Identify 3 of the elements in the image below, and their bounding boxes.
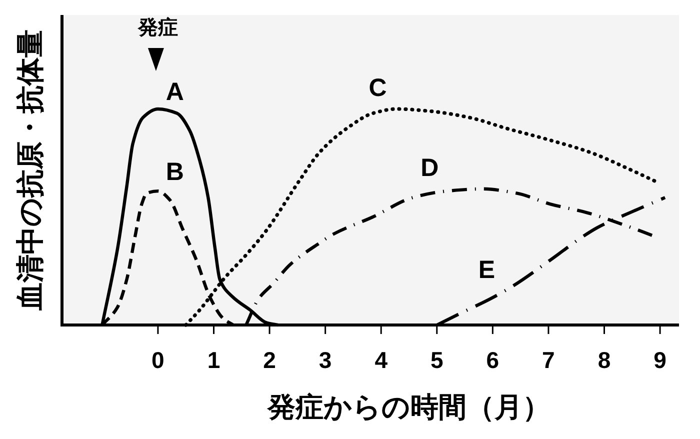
ylabel: 血清中の抗原・抗体量 bbox=[14, 30, 46, 310]
xlabel: 発症からの時間（月） bbox=[268, 392, 550, 422]
annotation: 発症 bbox=[138, 17, 178, 39]
